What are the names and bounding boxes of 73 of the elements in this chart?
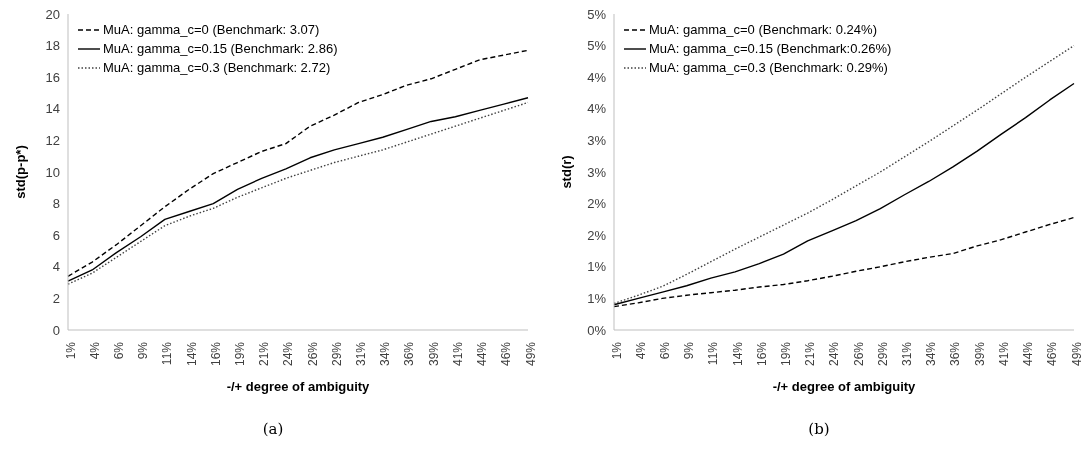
x-tick-label: 44%: [1021, 341, 1036, 367]
y-tick-label: 10: [45, 164, 60, 180]
x-tick-label: 34%: [378, 341, 393, 367]
x-tick-label: 31%: [900, 341, 915, 367]
y-tick-label: 0: [52, 322, 60, 338]
y-tick-label: 2%: [587, 196, 607, 212]
y-tick-label: 14: [45, 101, 60, 117]
x-tick-label: 16%: [208, 341, 223, 367]
x-axis-title: -/+ degree of ambiguity: [772, 379, 917, 394]
x-tick-label: 6%: [657, 341, 672, 360]
y-tick-label: 3%: [587, 133, 607, 149]
y-tick-label: 6: [52, 227, 60, 243]
y-tick-label: 20: [45, 6, 60, 22]
x-axis-title: -/+ degree of ambiguity: [226, 379, 371, 394]
x-tick-label: 26%: [851, 341, 866, 367]
y-tick-label: 5%: [587, 38, 607, 54]
x-tick-label: 36%: [948, 341, 963, 367]
x-tick-label: 39%: [972, 341, 987, 367]
x-tick-label: 31%: [354, 341, 369, 367]
x-tick-label: 6%: [111, 341, 126, 360]
y-tick-label: 18: [45, 38, 60, 54]
x-tick-label: 4%: [87, 341, 102, 360]
x-tick-label: 9%: [682, 341, 697, 360]
x-tick-label: 4%: [633, 341, 648, 360]
x-tick-label: 24%: [827, 341, 842, 367]
text: (a): [261, 420, 285, 438]
x-tick-label: 24%: [281, 341, 296, 367]
y-tick-label: 8: [52, 196, 60, 212]
y-tick-label: 2: [52, 291, 60, 307]
y-tick-label: 12: [45, 133, 60, 149]
x-tick-label: 49%: [523, 341, 538, 367]
x-tick-label: 1%: [609, 341, 624, 360]
x-tick-label: 39%: [426, 341, 441, 367]
legend-label: MuA: gamma_c=0 (Benchmark: 3.07): [103, 21, 320, 39]
y-tick-label: 1%: [587, 259, 607, 275]
x-tick-label: 14%: [730, 341, 745, 367]
x-tick-label: 34%: [924, 341, 939, 367]
y-tick-label: 16: [45, 69, 60, 85]
y-axis-title: std(r): [558, 155, 574, 189]
y-tick-label: 4%: [587, 101, 607, 117]
x-tick-label: 41%: [450, 341, 465, 367]
text: (b): [807, 420, 831, 438]
y-tick-label: 2%: [587, 227, 607, 243]
y-tick-label: 1%: [587, 291, 607, 307]
x-tick-label: 16%: [754, 341, 769, 367]
x-tick-label: 46%: [1045, 341, 1060, 367]
x-tick-label: 36%: [402, 341, 417, 367]
x-tick-label: 49%: [1069, 341, 1084, 367]
x-tick-label: 26%: [305, 341, 320, 367]
y-axis-title: std(p-p*): [12, 145, 28, 199]
x-tick-label: 19%: [232, 341, 247, 367]
y-tick-label: 4%: [587, 69, 607, 85]
x-tick-label: 21%: [257, 341, 272, 367]
y-tick-label: 4: [52, 259, 60, 275]
y-tick-label: 0%: [587, 322, 607, 338]
x-tick-label: 14%: [184, 341, 199, 367]
y-tick-label: 5%: [587, 6, 607, 22]
x-tick-label: 21%: [803, 341, 818, 367]
x-tick-label: 19%: [778, 341, 793, 367]
x-tick-label: 46%: [499, 341, 514, 367]
x-tick-label: 29%: [875, 341, 890, 367]
legend-label: MuA: gamma_c=0.15 (Benchmark:0.26%): [649, 40, 892, 58]
x-tick-label: 44%: [475, 341, 490, 367]
x-tick-label: 9%: [136, 341, 151, 360]
x-tick-label: 29%: [329, 341, 344, 367]
x-tick-label: 11%: [160, 341, 175, 366]
legend-label: MuA: gamma_c=0 (Benchmark: 0.24%): [649, 21, 877, 39]
legend-label: MuA: gamma_c=0.3 (Benchmark: 0.29%): [649, 59, 888, 77]
x-tick-label: 41%: [996, 341, 1011, 367]
x-tick-label: 11%: [706, 341, 721, 366]
legend-label: MuA: gamma_c=0.15 (Benchmark: 2.86): [103, 40, 338, 58]
legend-label: MuA: gamma_c=0.3 (Benchmark: 2.72): [103, 59, 331, 77]
y-tick-label: 3%: [587, 164, 607, 180]
